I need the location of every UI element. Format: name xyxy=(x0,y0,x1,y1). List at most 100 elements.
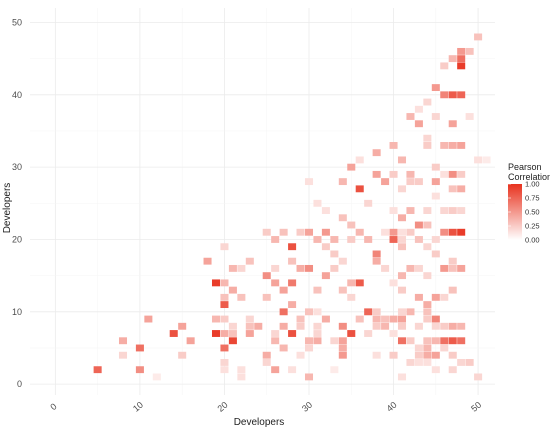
legend-tick-label: 0.75 xyxy=(525,194,540,203)
heatmap-cell xyxy=(389,142,398,149)
heatmap-cell xyxy=(397,236,407,243)
heatmap-cell xyxy=(364,308,373,316)
x-axis-title: Developers xyxy=(234,417,285,427)
x-tick-label: 20 xyxy=(215,400,229,414)
heatmap-cell xyxy=(364,330,373,337)
y-tick-label: 20 xyxy=(12,234,22,244)
heatmap-cell xyxy=(397,308,407,316)
heatmap-cell xyxy=(431,322,440,330)
heatmap-cell xyxy=(397,243,407,251)
heatmap-cell xyxy=(228,322,237,330)
heatmap-cell xyxy=(397,373,407,381)
heatmap-cell xyxy=(220,293,229,301)
heatmap-cell xyxy=(431,84,440,92)
heatmap-cell xyxy=(431,192,440,200)
heatmap-cell xyxy=(397,214,407,222)
heatmap-cell xyxy=(237,373,246,381)
heatmap-cell xyxy=(389,236,398,243)
heatmap-cells xyxy=(93,33,491,381)
heatmap-cell xyxy=(414,264,423,272)
heatmap-cell xyxy=(448,366,457,374)
heatmap-cell xyxy=(220,330,229,337)
heatmap-cell xyxy=(296,322,305,330)
heatmap-cell xyxy=(389,315,398,323)
heatmap-cell xyxy=(372,315,381,323)
heatmap-cell xyxy=(271,279,280,287)
heatmap-cell xyxy=(330,366,339,374)
heatmap-cell xyxy=(220,243,229,251)
heatmap-cell xyxy=(347,163,356,171)
heatmap-cell xyxy=(313,337,322,345)
heatmap-cell xyxy=(288,301,297,309)
heatmap-cell xyxy=(431,163,440,171)
heatmap-cell xyxy=(423,308,432,316)
heatmap-cell xyxy=(448,120,457,128)
heatmap-cell xyxy=(347,330,356,337)
x-tick-label: 50 xyxy=(469,400,483,414)
heatmap-cell xyxy=(271,366,280,374)
heatmap-cell xyxy=(355,279,364,287)
heatmap-cell xyxy=(304,308,314,316)
heatmap-cell xyxy=(457,207,466,214)
heatmap-cell xyxy=(465,113,474,120)
heatmap-cell xyxy=(364,199,373,207)
heatmap-cell xyxy=(440,228,449,236)
legend-tick-label: 0.25 xyxy=(525,222,540,231)
heatmap-cell xyxy=(457,359,466,366)
heatmap-cell xyxy=(347,236,356,243)
heatmap-cell xyxy=(448,257,457,265)
heatmap-cell xyxy=(330,337,339,345)
x-tick-label: 40 xyxy=(385,400,399,414)
heatmap-cell xyxy=(262,293,271,301)
heatmap-cell xyxy=(288,366,297,374)
heatmap-cell xyxy=(406,170,415,178)
heatmap-cell xyxy=(406,359,415,366)
heatmap-cell xyxy=(220,301,229,309)
heatmap-cell xyxy=(457,322,466,330)
heatmap-cell xyxy=(304,228,314,236)
heatmap-cell xyxy=(220,315,229,323)
heatmap-cell xyxy=(237,366,246,374)
heatmap-cell xyxy=(474,373,483,381)
legend-title-line1: Pearson xyxy=(508,162,542,172)
y-tick-label: 10 xyxy=(12,307,22,317)
heatmap-cell xyxy=(414,105,423,113)
heatmap-cell xyxy=(338,344,347,352)
heatmap-cell xyxy=(152,373,161,381)
heatmap-cell xyxy=(448,55,457,63)
heatmap-cell xyxy=(423,134,432,142)
heatmap-cell xyxy=(228,286,237,294)
heatmap-cell xyxy=(423,344,432,352)
heatmap-cell xyxy=(355,315,364,323)
heatmap-cell xyxy=(330,250,339,258)
heatmap-cell xyxy=(440,337,449,345)
heatmap-cell xyxy=(186,337,195,345)
heatmap-cell xyxy=(448,170,457,178)
heatmap-cell xyxy=(262,272,271,280)
heatmap-cell xyxy=(431,366,440,374)
heatmap-cell xyxy=(279,344,288,352)
heatmap-cell xyxy=(330,236,339,243)
heatmap-cell xyxy=(440,91,449,99)
heatmap-cell xyxy=(304,178,314,186)
heatmap-cell xyxy=(440,170,449,178)
heatmap-cell xyxy=(364,236,373,243)
heatmap-cell xyxy=(406,228,415,236)
heatmap-cell xyxy=(406,113,415,120)
heatmap-cell xyxy=(372,170,381,178)
heatmap-cell xyxy=(296,228,305,236)
legend-tick-label: 1.00 xyxy=(525,180,540,189)
heatmap-cell xyxy=(178,351,187,359)
heatmap-cell xyxy=(397,185,407,193)
heatmap-cell xyxy=(389,170,398,178)
heatmap-cell xyxy=(423,243,432,251)
x-tick-label: 10 xyxy=(131,400,145,414)
heatmap-cell xyxy=(279,228,288,236)
heatmap-cell xyxy=(457,91,466,99)
heatmap-cell xyxy=(372,351,381,359)
heatmap-cell xyxy=(448,91,457,99)
heatmap-cell xyxy=(313,322,322,330)
heatmap-cell xyxy=(313,236,322,243)
heatmap-cell xyxy=(338,214,347,222)
heatmap-cell xyxy=(228,337,237,345)
